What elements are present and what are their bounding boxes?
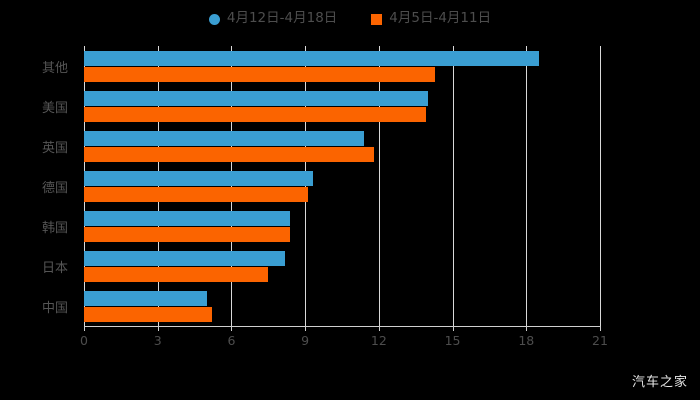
legend-swatch-square-icon [371,13,383,25]
legend-item-previous[interactable]: 4月5日-4月11日 [371,12,491,26]
bar-current[interactable] [84,290,207,306]
watermark: 汽车之家 [631,375,688,390]
legend-item-current[interactable]: 4月12日-4月18日 [208,10,338,27]
x-tick [157,326,159,331]
bar-group [84,246,600,286]
plot-area [84,46,601,326]
x-tick [84,326,85,331]
x-tick [378,326,380,331]
bar-current[interactable] [84,210,291,226]
x-tick-label: 0 [80,333,88,348]
chart-legend: 4月12日-4月18日 4月5日-4月11日 [0,0,700,38]
category-label: 德国 [41,180,68,196]
category-label: 英国 [41,140,68,156]
category-label: 日本 [41,260,68,276]
x-tick [305,326,307,331]
bar-previous[interactable] [84,106,426,122]
bar-group [84,126,600,166]
x-tick-label: 15 [444,333,461,348]
legend-label-current: 4月12日-4月18日 [226,10,338,27]
x-tick-label: 6 [227,333,236,348]
x-axis: 0 3 6 9 12 15 18 21 [80,326,608,360]
x-tick-label: 12 [370,333,387,348]
legend-label-previous: 4月5日-4月11日 [389,10,492,27]
bar-group [84,86,600,126]
category-label: 中国 [41,300,68,316]
bar-previous[interactable] [84,226,291,242]
bar-group [84,166,600,206]
bar-rows [84,46,600,326]
bar-current[interactable] [84,130,365,146]
category-label: 韩国 [41,220,68,236]
legend-swatch-circle-icon [208,13,220,25]
bar-current[interactable] [84,50,539,66]
bar-previous[interactable] [84,186,308,202]
bar-previous[interactable] [84,266,269,282]
x-tick [526,326,528,331]
x-tick [231,326,233,331]
bar-previous[interactable] [84,306,212,322]
bar-previous[interactable] [84,66,436,82]
x-tick [600,326,601,331]
x-tick [452,326,454,331]
category-label: 其他 [41,60,68,76]
x-tick-label: 18 [518,333,535,348]
bar-current[interactable] [84,90,428,106]
category-label: 美国 [41,100,68,116]
bar-group [84,286,600,326]
bar-current[interactable] [84,170,313,186]
x-tick-label: 9 [301,333,310,348]
bar-previous[interactable] [84,146,374,162]
x-tick-label: 3 [153,333,162,348]
bar-group [84,206,600,246]
gridline [600,46,601,326]
x-tick-label: 21 [592,333,608,348]
bar-current[interactable] [84,250,286,266]
bar-group [84,46,600,86]
x-axis-line [84,326,600,327]
category-axis: 其他美国英国德国韩国日本中国 [0,46,78,326]
